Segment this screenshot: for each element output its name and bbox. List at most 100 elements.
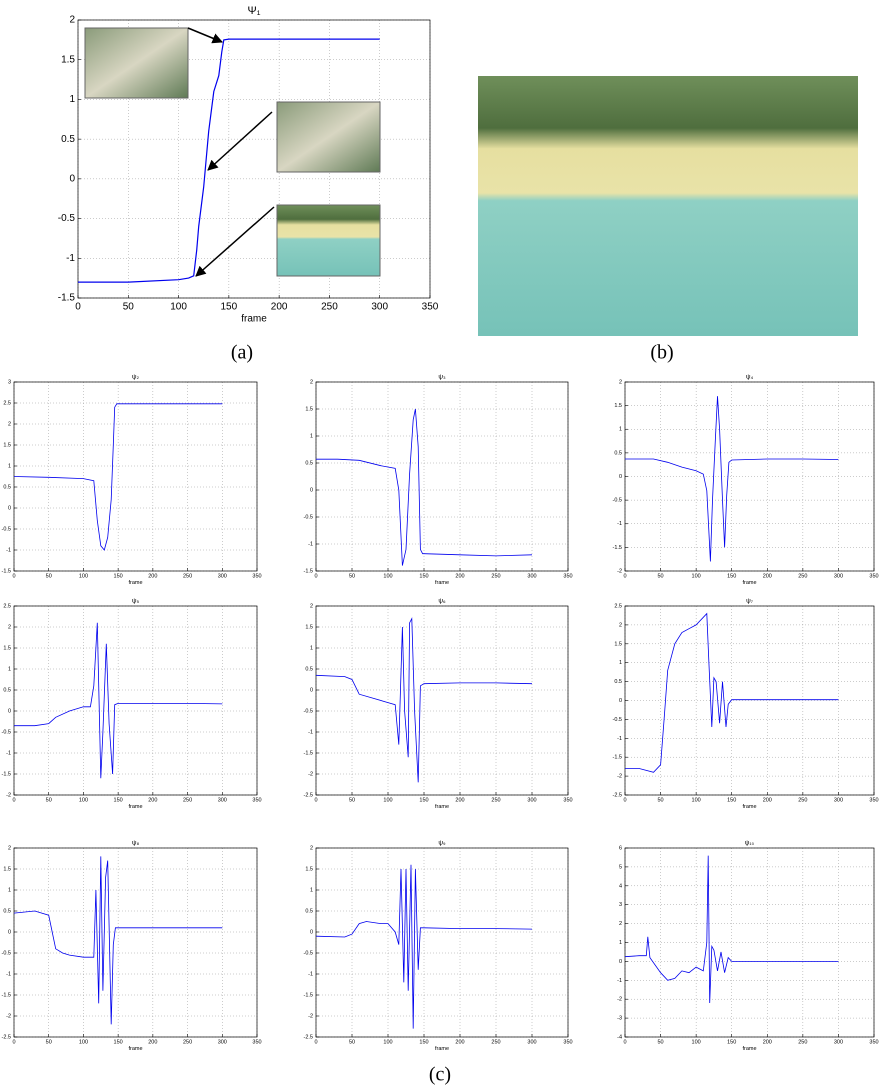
x-tick-label: 50 xyxy=(46,573,52,579)
y-tick-label: 1 xyxy=(8,887,11,893)
x-tick-label: 200 xyxy=(455,797,464,803)
plot-area xyxy=(625,848,874,1037)
x-tick-label: 200 xyxy=(148,797,157,803)
y-tick-label: 0.5 xyxy=(614,450,622,456)
plot-area xyxy=(14,848,257,1037)
y-tick-label: -2 xyxy=(617,774,622,780)
x-tick-label: 0 xyxy=(314,1039,317,1045)
y-tick-label: 6 xyxy=(619,845,622,851)
y-tick-label: 0 xyxy=(310,487,313,493)
y-tick-label: 4 xyxy=(619,883,622,889)
y-tick-label: -3 xyxy=(617,1016,622,1022)
y-tick-label: 1.5 xyxy=(614,403,622,409)
y-tick-label: 0.5 xyxy=(305,908,313,914)
x-tick-label: 150 xyxy=(221,302,238,313)
x-axis-label: frame xyxy=(435,580,449,586)
x-tick-label: 350 xyxy=(252,573,261,579)
x-tick-label: 150 xyxy=(419,1039,428,1045)
y-tick-label: -2 xyxy=(308,771,313,777)
y-tick-label: 1.5 xyxy=(305,624,313,630)
x-axis-label: frame xyxy=(128,1046,142,1052)
y-tick-label: -0.5 xyxy=(304,950,313,956)
arrow xyxy=(195,206,275,277)
x-tick-label: 150 xyxy=(114,797,123,803)
data-line xyxy=(13,856,223,1025)
x-tick-label: 100 xyxy=(383,1039,392,1045)
axes-frame xyxy=(13,847,258,1038)
x-tick-label: 350 xyxy=(869,573,878,579)
x-tick-label: 250 xyxy=(491,573,500,579)
x-axis-label: frame xyxy=(742,1046,756,1052)
x-tick-label: 300 xyxy=(371,302,388,313)
x-tick-label: 50 xyxy=(658,797,664,803)
y-tick-label: -1 xyxy=(6,750,11,756)
y-tick-label: 2 xyxy=(8,624,11,630)
inset-photo xyxy=(276,204,381,277)
x-tick-label: 200 xyxy=(455,573,464,579)
y-tick-label: 2.5 xyxy=(614,603,622,609)
x-tick-label: 0 xyxy=(12,1039,15,1045)
x-tick-label: 0 xyxy=(12,573,15,579)
y-tick-label: 2 xyxy=(8,845,11,851)
y-tick-label: -1.5 xyxy=(613,755,622,761)
y-tick-label: 1.5 xyxy=(3,442,11,448)
y-tick-label: -1 xyxy=(6,547,11,553)
y-tick-label: 2 xyxy=(619,622,622,628)
y-tick-label: 2.5 xyxy=(3,400,11,406)
data-line xyxy=(315,864,533,1029)
x-tick-label: 150 xyxy=(727,1039,736,1045)
y-tick-label: -2 xyxy=(6,1013,11,1019)
y-tick-label: 2 xyxy=(310,845,313,851)
data-line xyxy=(14,622,223,779)
axes-frame xyxy=(315,605,569,796)
insets xyxy=(84,27,381,277)
y-tick-label: 1.5 xyxy=(614,641,622,647)
arrow xyxy=(187,27,223,44)
y-tick-label: -1.5 xyxy=(304,568,313,574)
x-tick-label: 50 xyxy=(349,573,355,579)
y-tick-label: 0 xyxy=(8,708,11,714)
y-tick-label: -2 xyxy=(6,792,11,798)
plot-area xyxy=(316,382,568,571)
x-tick-label: 250 xyxy=(183,573,192,579)
plot-area xyxy=(14,382,257,571)
x-tick-label: 200 xyxy=(763,1039,772,1045)
chart-title: Ψ₁ xyxy=(248,5,261,17)
x-tick-label: 350 xyxy=(869,1039,878,1045)
y-tick-label: -1 xyxy=(308,541,313,547)
y-tick-label: 2 xyxy=(619,379,622,385)
y-tick-label: 0 xyxy=(619,959,622,965)
x-tick-label: 100 xyxy=(383,797,392,803)
y-tick-label: -1.5 xyxy=(304,750,313,756)
y-tick-label: -1.5 xyxy=(58,293,76,304)
y-tick-label: 0.5 xyxy=(3,687,11,693)
y-tick-label: -1 xyxy=(617,521,622,527)
data-line xyxy=(624,855,839,1004)
y-tick-label: 2.5 xyxy=(3,603,11,609)
x-axis-label: frame xyxy=(742,804,756,810)
inset-photo xyxy=(276,101,381,173)
y-tick-label: 5 xyxy=(619,864,622,870)
x-tick-label: 100 xyxy=(79,573,88,579)
y-tick-label: 1 xyxy=(310,887,313,893)
chart-title: ψ₂ xyxy=(132,374,140,381)
x-axis-label: frame xyxy=(128,804,142,810)
x-tick-label: 50 xyxy=(658,1039,664,1045)
y-tick-label: -1 xyxy=(617,978,622,984)
y-tick-label: -2 xyxy=(308,1013,313,1019)
y-tick-label: 1 xyxy=(310,433,313,439)
y-tick-label: -1 xyxy=(6,971,11,977)
x-tick-label: 200 xyxy=(763,573,772,579)
axes-frame xyxy=(13,605,258,796)
y-tick-label: 0 xyxy=(69,173,75,184)
chart-title: ψ₇ xyxy=(746,598,753,605)
y-tick-label: 2 xyxy=(8,421,11,427)
x-tick-label: 200 xyxy=(148,573,157,579)
y-tick-label: -2.5 xyxy=(2,1034,11,1040)
x-tick-label: 150 xyxy=(419,573,428,579)
y-tick-label: 0 xyxy=(310,929,313,935)
y-tick-label: -1.5 xyxy=(613,545,622,551)
data-line xyxy=(316,408,533,566)
axes-frame xyxy=(624,381,875,572)
